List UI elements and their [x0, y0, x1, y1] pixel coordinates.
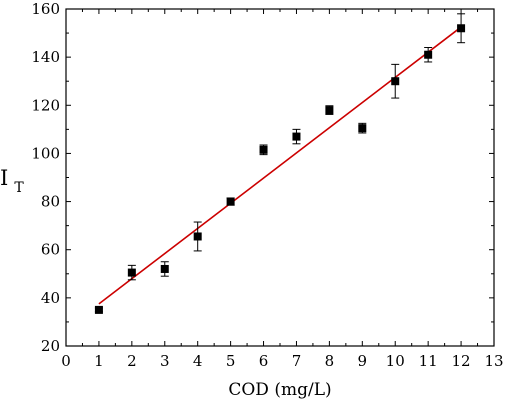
x-tick-label: 9 — [358, 352, 368, 370]
x-tick-label: 2 — [127, 352, 137, 370]
y-tick-label: 40 — [41, 289, 60, 307]
data-point — [193, 232, 202, 241]
x-tick-label: 4 — [193, 352, 203, 370]
data-point-group — [193, 221, 202, 252]
data-point — [292, 132, 301, 141]
y-axis-label: I T — [0, 166, 24, 196]
y-axis-label-main: I — [0, 166, 8, 190]
y-tick-label: 140 — [31, 48, 60, 66]
x-tick-label: 12 — [452, 352, 471, 370]
x-tick-label: 10 — [386, 352, 405, 370]
data-point-group — [226, 197, 235, 206]
y-axis-label-subscript: T — [14, 180, 24, 196]
x-tick-label: 13 — [484, 352, 503, 370]
y-tick-label: 80 — [41, 193, 60, 211]
x-tick-label: 0 — [61, 352, 71, 370]
x-tick-label: 1 — [94, 352, 104, 370]
data-point — [259, 145, 268, 154]
x-axis-label: COD (mg/L) — [228, 380, 331, 400]
x-tick-label: 5 — [226, 352, 236, 370]
data-point-group — [292, 128, 301, 145]
data-point — [226, 197, 235, 206]
data-point — [358, 124, 367, 133]
x-tick-label: 7 — [292, 352, 302, 370]
y-tick-label: 120 — [31, 96, 60, 114]
data-point-group — [358, 122, 367, 134]
data-point — [325, 106, 334, 115]
data-point-group — [391, 63, 400, 99]
data-point — [391, 77, 400, 86]
x-tick-label: 8 — [325, 352, 335, 370]
fit-line-group — [98, 26, 462, 305]
data-point — [160, 264, 169, 273]
x-tick-label: 6 — [259, 352, 269, 370]
axis-labels: COD (mg/L) I T — [0, 166, 332, 400]
data-points — [94, 13, 466, 314]
data-point — [424, 50, 433, 59]
data-point — [127, 268, 136, 277]
y-tick-label: 60 — [41, 241, 60, 259]
fit-line — [98, 26, 462, 305]
data-point-group — [424, 47, 433, 63]
y-tick-label: 160 — [31, 0, 60, 18]
x-tick-label: 3 — [160, 352, 170, 370]
data-point-group — [259, 144, 268, 156]
y-tick-label: 100 — [31, 144, 60, 162]
y-tick-label: 20 — [41, 337, 60, 355]
data-point — [457, 24, 466, 33]
data-point-group — [127, 264, 136, 281]
plot-frame — [65, 8, 495, 347]
x-tick-label: 11 — [419, 352, 438, 370]
data-point-group — [94, 305, 103, 314]
data-point-group — [457, 13, 466, 44]
data-point-group — [160, 261, 169, 277]
axes — [65, 8, 495, 347]
data-point-group — [325, 105, 334, 115]
data-point — [94, 305, 103, 314]
